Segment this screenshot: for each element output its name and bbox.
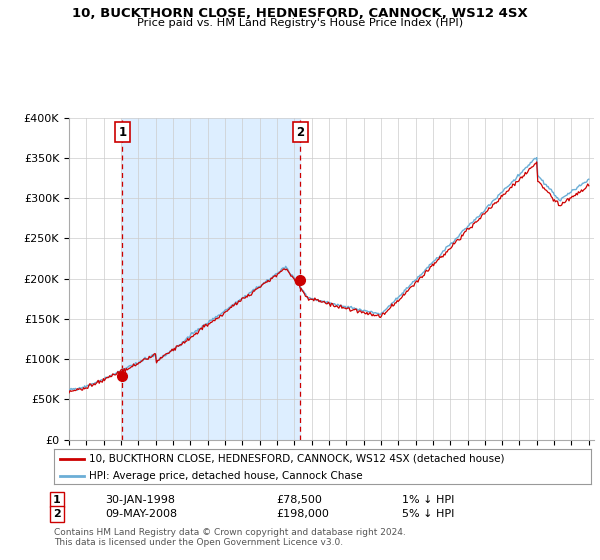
Text: 09-MAY-2008: 09-MAY-2008 [105, 509, 177, 519]
Text: £78,500: £78,500 [276, 494, 322, 505]
Text: HPI: Average price, detached house, Cannock Chase: HPI: Average price, detached house, Cann… [89, 470, 362, 480]
Text: 2: 2 [53, 509, 61, 519]
Text: 1% ↓ HPI: 1% ↓ HPI [402, 494, 454, 505]
Bar [122, 118, 301, 440]
Text: 1: 1 [118, 125, 127, 138]
Text: Price paid vs. HM Land Registry's House Price Index (HPI): Price paid vs. HM Land Registry's House … [137, 18, 463, 29]
Text: 10, BUCKTHORN CLOSE, HEDNESFORD, CANNOCK, WS12 4SX (detached house): 10, BUCKTHORN CLOSE, HEDNESFORD, CANNOCK… [89, 454, 505, 464]
Text: Contains HM Land Registry data © Crown copyright and database right 2024.
This d: Contains HM Land Registry data © Crown c… [54, 528, 406, 547]
Text: 1: 1 [53, 494, 61, 505]
Text: 2: 2 [296, 125, 305, 138]
Text: £198,000: £198,000 [276, 509, 329, 519]
Text: 5% ↓ HPI: 5% ↓ HPI [402, 509, 454, 519]
Text: 10, BUCKTHORN CLOSE, HEDNESFORD, CANNOCK, WS12 4SX: 10, BUCKTHORN CLOSE, HEDNESFORD, CANNOCK… [72, 7, 528, 20]
Text: 30-JAN-1998: 30-JAN-1998 [105, 494, 175, 505]
